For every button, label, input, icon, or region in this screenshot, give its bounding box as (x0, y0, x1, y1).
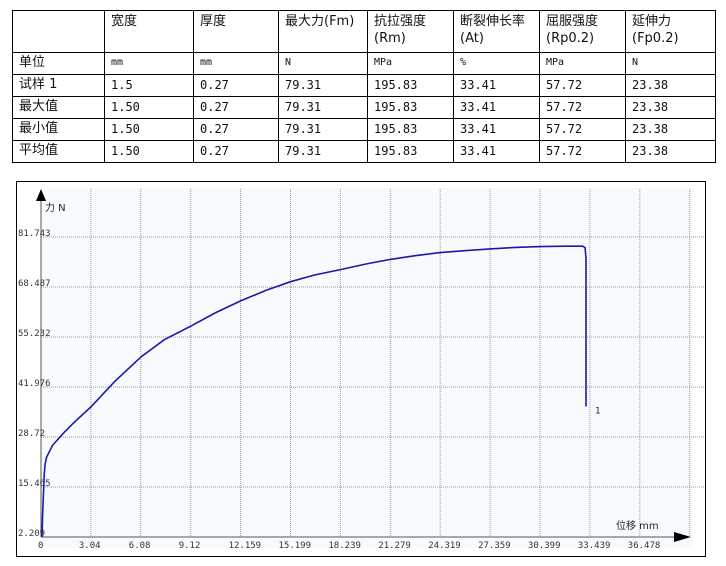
x-tick-label: 21.279 (378, 541, 411, 551)
x-tick-label: 15.199 (279, 541, 312, 551)
series-label: 1 (595, 407, 600, 417)
table-cell: MPa (539, 52, 626, 75)
table-cell: MPa (367, 52, 454, 75)
table-cell: 平均值 (12, 140, 105, 163)
table-row: 最大值 1.50 0.27 79.31 195.83 33.41 57.72 23.38 (12, 96, 716, 119)
y-tick-label: 68.487 (18, 279, 51, 289)
table-cell: 79.31 (278, 74, 368, 97)
y-tick-label: 41.976 (18, 379, 51, 389)
series-line-1 (41, 245, 587, 538)
x-tick-label: 6.08 (129, 541, 151, 551)
table-cell: 23.38 (625, 96, 716, 119)
table-row: 单位 mm mm N MPa% MPa N (12, 52, 716, 75)
table-cell: 1.50 (104, 96, 194, 119)
table-cell: 0.27 (193, 118, 279, 141)
x-tick-label: 30.399 (528, 541, 561, 551)
header-line1: 延伸力 (632, 14, 672, 29)
x-tick-label: 18.239 (328, 541, 361, 551)
header-line1: 厚度 (200, 14, 227, 29)
y-tick-label: 81.743 (18, 229, 51, 239)
table-cell: 1.5 (104, 74, 194, 97)
table-cell: 79.31 (278, 96, 368, 119)
table-cell: 0.27 (193, 96, 279, 119)
table-cell: 试样 1 (12, 74, 105, 97)
y-tick-label: 55.232 (18, 329, 51, 339)
table-cell: 23.38 (625, 74, 716, 97)
x-tick-label: 12.159 (229, 541, 262, 551)
y-axis-arrow-icon (36, 189, 46, 201)
table-row: 最小值 1.50 0.27 79.31 195.83 33.41 57.72 23.38 (12, 118, 716, 141)
column-header: 抗拉强度 (Rm) (367, 10, 454, 53)
y-tick-label: 15.465 (18, 479, 51, 489)
x-tick-label: 24.319 (428, 541, 461, 551)
table-cell: 单位 (12, 52, 105, 75)
header-line1: 屈服强度 (546, 14, 599, 29)
table-cell: 57.72 (539, 74, 626, 97)
table-cell: 195.83 (367, 118, 454, 141)
header-line1: 宽度 (111, 14, 138, 29)
header-line2: (At) (460, 31, 484, 46)
table-cell: % (453, 52, 540, 75)
table-cell: 195.83 (367, 140, 454, 163)
table-cell: 1.50 (104, 140, 194, 163)
x-axis-label: 位移 mm (616, 519, 659, 532)
plot-area (41, 188, 693, 548)
header-line2: (Rp0.2) (546, 31, 595, 46)
table-cell: 79.31 (278, 140, 368, 163)
header-line1: 断裂伸长率 (460, 14, 526, 29)
column-header: 延伸力 (Fp0.2) (625, 10, 716, 53)
table-cell: 57.72 (539, 118, 626, 141)
table-cell: 最小值 (12, 118, 105, 141)
x-tick-label: 36.478 (628, 541, 661, 551)
table-cell: 57.72 (539, 140, 626, 163)
column-header: 断裂伸长率 (At) (453, 10, 540, 53)
header-line2: (Fp0.2) (632, 31, 679, 46)
y-tick-label: 28.72 (18, 429, 45, 439)
table-cell: 33.41 (453, 74, 540, 97)
table-cell: 最大值 (12, 96, 105, 119)
table-cell: 57.72 (539, 96, 626, 119)
results-table: 宽度 厚度 最大力(Fm) 抗拉强度 (Rm) 断裂伸长率 (At) 屈服强度 (Rp0.2) 延… (12, 10, 716, 163)
table-cell: 0.27 (193, 74, 279, 97)
column-header: 最大力(Fm) (278, 10, 368, 53)
column-header: 宽度 (104, 10, 194, 53)
y-axis-label: 力 N (45, 201, 66, 214)
table-cell: mm (193, 52, 279, 75)
table-cell: N (278, 52, 368, 75)
table-row: 平均值 1.50 0.27 79.31 195.83 33.41 57.72 23.38 (12, 140, 716, 163)
table-cell: 0.27 (193, 140, 279, 163)
table-cell: 79.31 (278, 118, 368, 141)
header-row: 宽度 厚度 最大力(Fm) 抗拉强度 (Rm) 断裂伸长率 (At) 屈服强度 (Rp0.2) 延… (12, 10, 716, 53)
header-line1: 最大力(Fm) (285, 14, 355, 29)
table-row: 试样 1 1.5 0.27 79.31 195.83 33.41 57.72 23.38 (12, 74, 716, 97)
x-tick-label: 9.12 (179, 541, 201, 551)
header-line1: 抗拉强度 (374, 14, 427, 29)
force-displacement-chart: 0 3.04 6.08 9.12 12.159 15.199 18.239 21.279 24.… (16, 181, 706, 557)
table-cell: 23.38 (625, 140, 716, 163)
table-cell: 23.38 (625, 118, 716, 141)
table-cell: 33.41 (453, 96, 540, 119)
x-axis-arrow-icon (674, 532, 691, 542)
x-tick-label: 33.439 (578, 541, 611, 551)
x-tick-label: 0 (38, 541, 43, 551)
table-cell: 33.41 (453, 118, 540, 141)
x-tick-label: 3.04 (79, 541, 101, 551)
table-cell: 195.83 (367, 74, 454, 97)
table-cell: 195.83 (367, 96, 454, 119)
table-cell: N (625, 52, 716, 75)
column-header: 厚度 (193, 10, 279, 53)
table-cell: mm (104, 52, 194, 75)
x-tick-label: 27.359 (478, 541, 511, 551)
header-line2: (Rm) (374, 31, 406, 46)
table-cell: 33.41 (453, 140, 540, 163)
column-header: 屈服强度 (Rp0.2) (539, 10, 626, 53)
y-tick-label: 2.209 (18, 529, 45, 539)
table-cell: 1.50 (104, 118, 194, 141)
column-header (12, 10, 105, 53)
